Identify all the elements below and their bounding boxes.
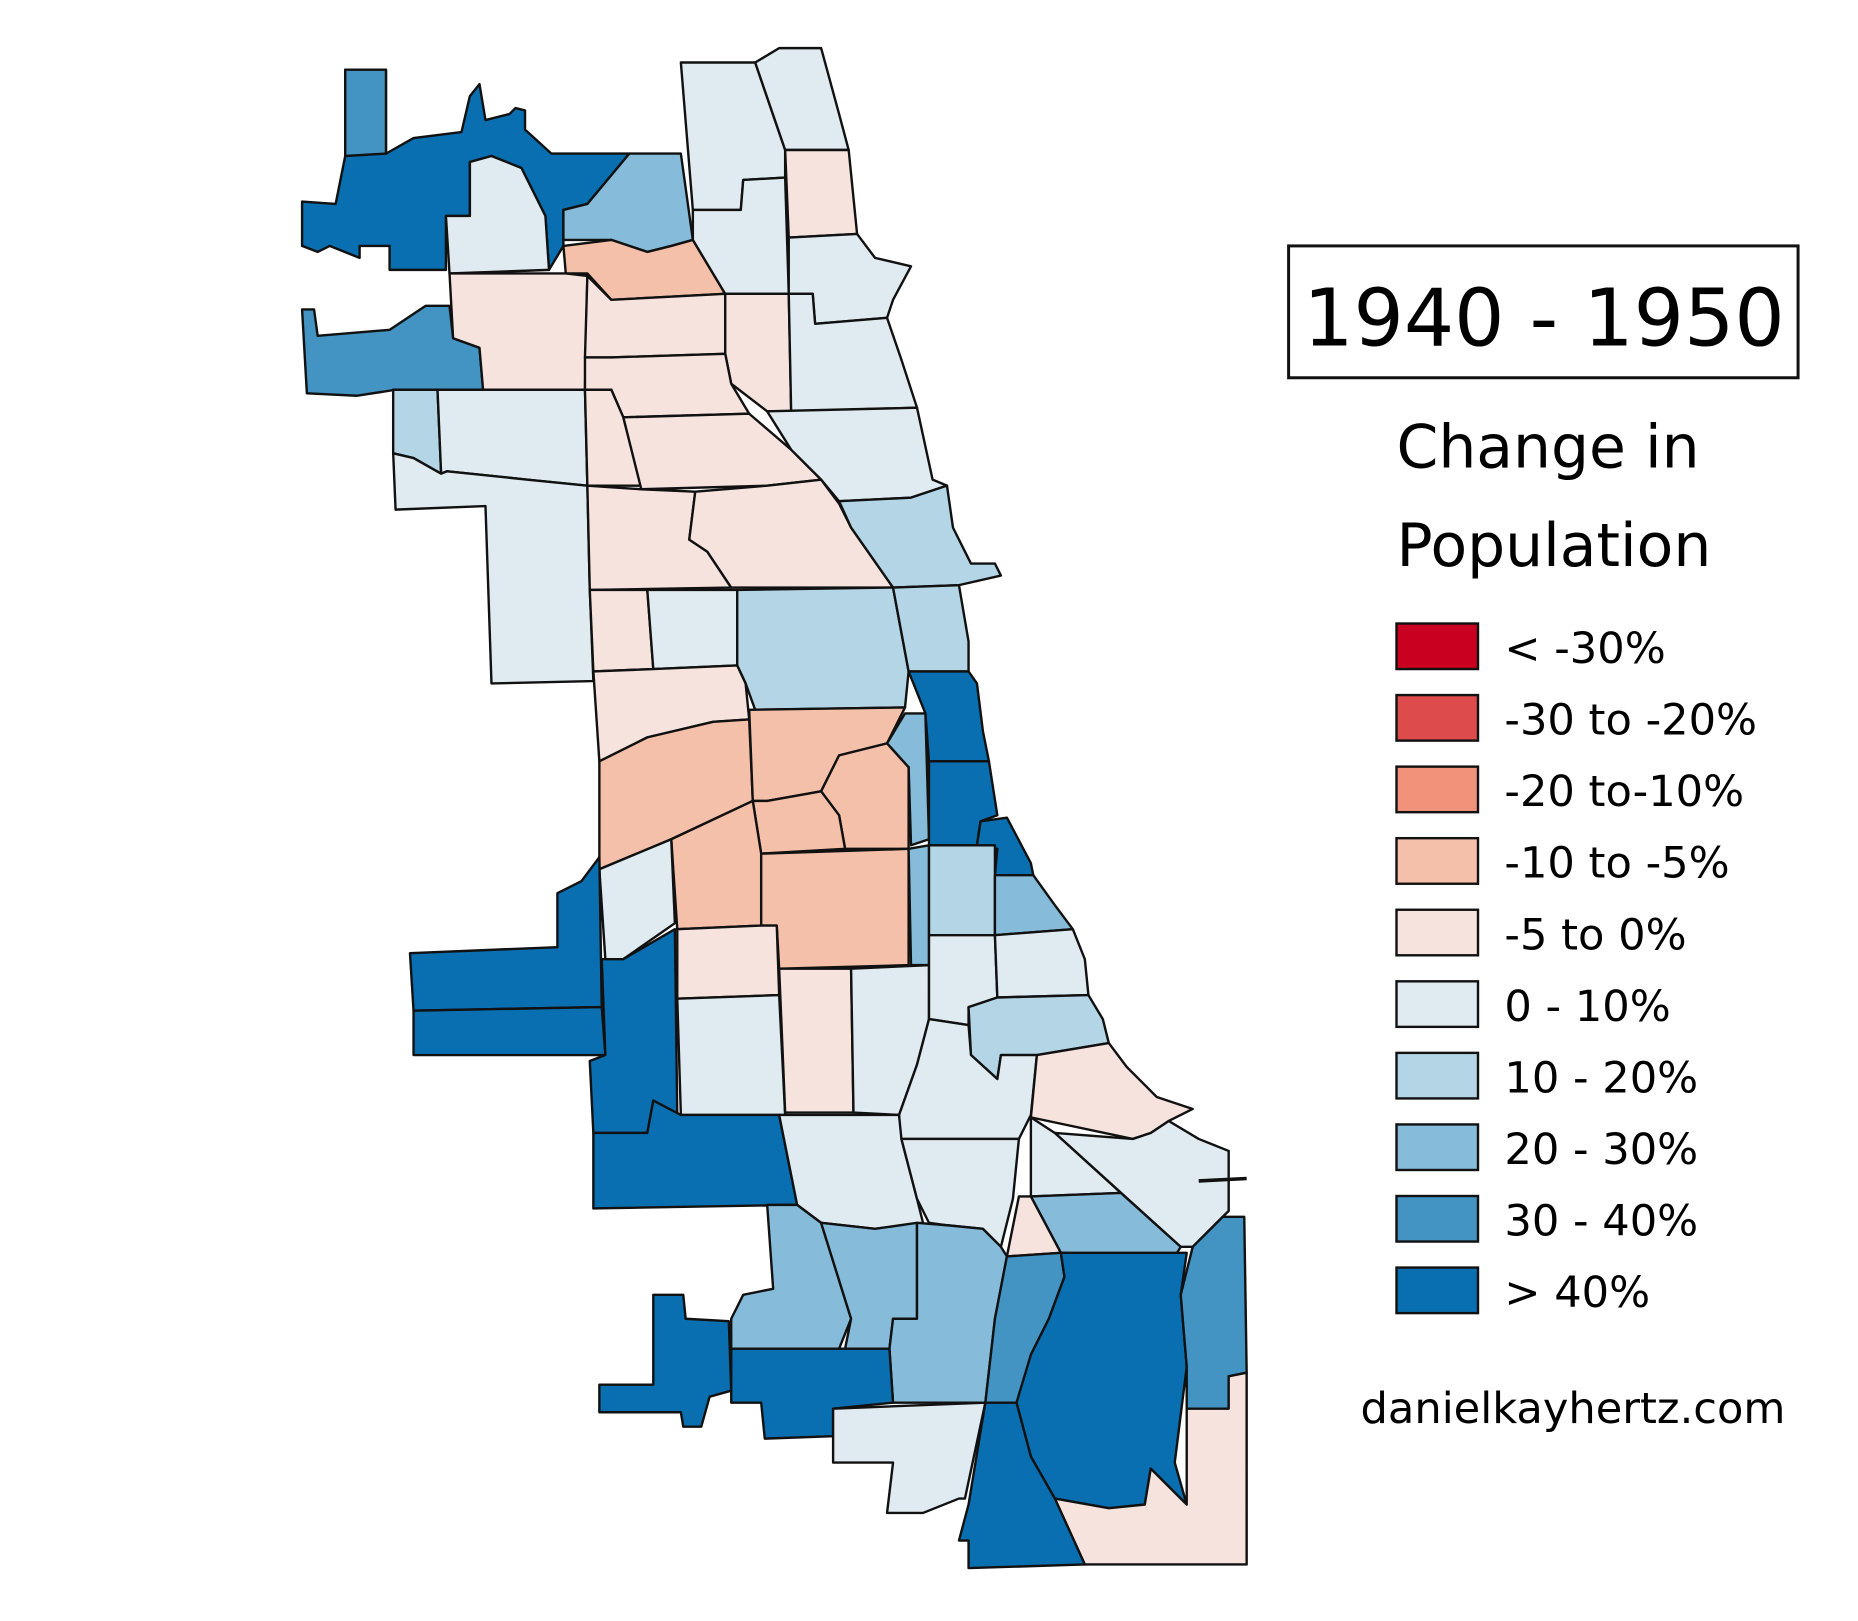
legend-swatch	[1395, 980, 1480, 1029]
legend-swatch	[1395, 693, 1480, 742]
community-area	[691, 176, 790, 296]
community-area	[676, 924, 781, 1000]
legend-label: 0 - 10%	[1504, 982, 1670, 1032]
legend-swatch	[1395, 1266, 1480, 1315]
community-area	[783, 148, 859, 239]
legend-label: -30 to -20%	[1504, 696, 1757, 746]
community-area	[927, 844, 997, 937]
community-area	[436, 388, 589, 487]
community-area	[598, 838, 677, 961]
community-area	[408, 856, 603, 1012]
legend-swatch	[1395, 908, 1480, 957]
legend-swatch	[1395, 622, 1480, 671]
title-box: 1940 - 1950	[1287, 244, 1800, 380]
community-area	[1029, 1041, 1194, 1141]
title-frame	[1287, 244, 1800, 380]
community-area	[391, 452, 595, 685]
legend-label: -5 to 0%	[1504, 910, 1686, 960]
community-area	[891, 583, 970, 673]
community-area	[993, 927, 1090, 999]
community-area	[646, 588, 739, 671]
credit-text: danielkayhertz.com	[1361, 1384, 1786, 1434]
legend-swatch	[1395, 1123, 1480, 1172]
legend-title-line1: Change in	[1396, 413, 1699, 483]
legend-label: 20 - 30%	[1504, 1125, 1698, 1175]
legend-swatch	[1395, 1194, 1480, 1243]
pier-line	[1198, 1176, 1247, 1183]
community-area	[993, 874, 1075, 937]
community-area	[957, 1401, 1087, 1570]
community-area	[907, 844, 931, 967]
community-area	[831, 1401, 987, 1515]
legend-label: -20 to-10%	[1504, 767, 1744, 817]
community-areas	[300, 46, 1248, 1570]
community-area	[777, 967, 855, 1114]
community-area	[736, 586, 910, 712]
community-area	[598, 1293, 733, 1428]
legend: < -30% -30 to -20% -20 to-10% -10 to -5% -5 …	[1395, 622, 1757, 1318]
map-title: 1940 - 1950	[1303, 272, 1784, 364]
legend-label: > 40%	[1504, 1268, 1650, 1318]
legend-swatch	[1395, 1051, 1480, 1100]
legend-title-line2: Population	[1396, 511, 1711, 581]
legend-swatch	[1395, 765, 1480, 814]
legend-label: -10 to -5%	[1504, 839, 1729, 889]
community-area	[412, 1005, 607, 1057]
legend-label: 30 - 40%	[1504, 1197, 1698, 1247]
legend-swatch	[1395, 836, 1480, 885]
community-area	[592, 1099, 799, 1210]
community-area	[588, 588, 655, 673]
community-area	[837, 484, 1003, 589]
community-area	[344, 68, 388, 158]
community-area	[1053, 1119, 1230, 1249]
community-area	[759, 847, 910, 970]
community-area	[676, 993, 787, 1117]
legend-label: < -30%	[1504, 624, 1665, 674]
legend-label: 10 - 20%	[1504, 1053, 1698, 1103]
